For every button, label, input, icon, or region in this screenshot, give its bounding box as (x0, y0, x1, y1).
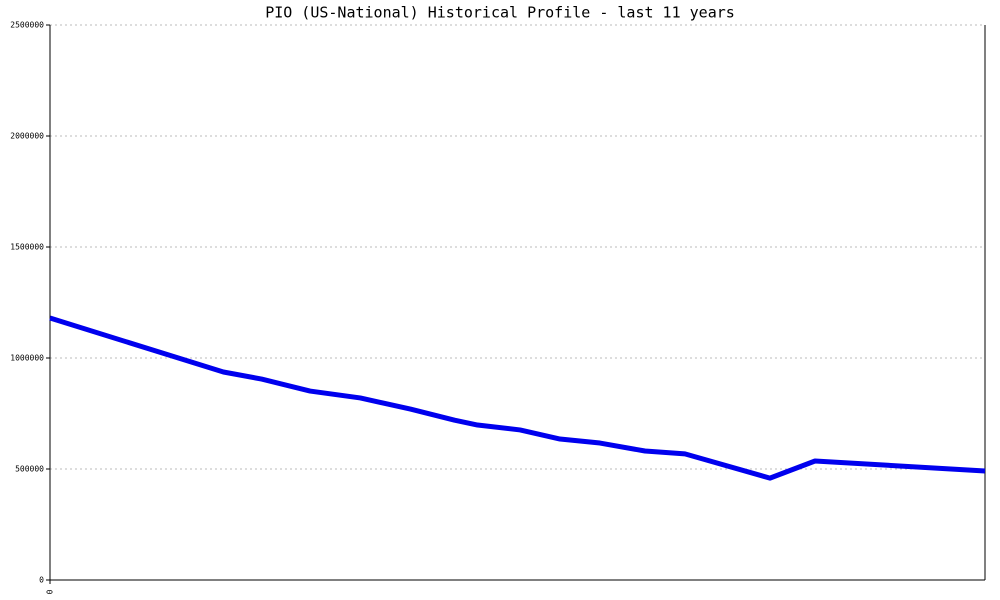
data-line (49, 315, 986, 481)
y-tick-label: 1000000 (10, 354, 44, 363)
y-tick-label: 1500000 (10, 243, 44, 252)
x-tick-label: 0 (46, 589, 55, 594)
chart-title: PIO (US-National) Historical Profile - l… (265, 4, 735, 22)
y-tick-label: 2500000 (10, 21, 44, 30)
y-tick-label: 500000 (15, 465, 44, 474)
y-tick-label: 2000000 (10, 132, 44, 141)
y-tick-label: 0 (39, 576, 44, 585)
